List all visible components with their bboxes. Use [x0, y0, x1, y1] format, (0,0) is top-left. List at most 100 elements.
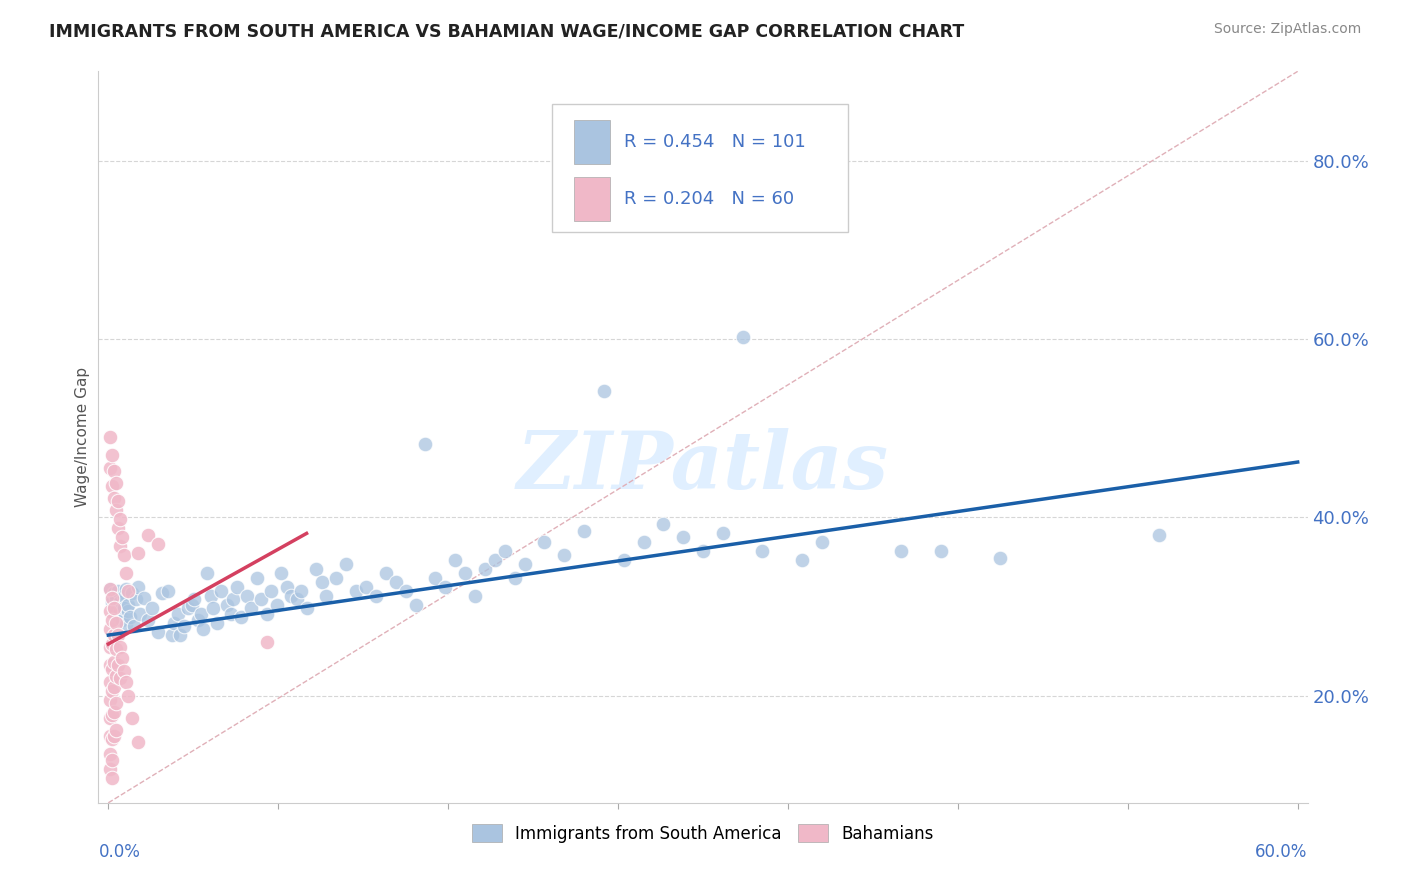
Point — [103, 705, 125, 719]
Point — [811, 535, 834, 549]
Point — [127, 735, 149, 749]
Point — [256, 635, 278, 649]
Point — [103, 628, 125, 642]
Point — [98, 693, 121, 707]
Point — [146, 537, 169, 551]
Point — [103, 601, 125, 615]
Point — [988, 550, 1011, 565]
Point — [731, 330, 754, 344]
Point — [315, 589, 337, 603]
Point — [240, 601, 263, 615]
Point — [105, 615, 128, 630]
Point — [98, 711, 121, 725]
Point — [150, 586, 173, 600]
Point — [101, 595, 124, 609]
Text: R = 0.454   N = 101: R = 0.454 N = 101 — [624, 133, 806, 152]
Point — [98, 582, 121, 596]
Point — [295, 601, 318, 615]
Point — [105, 642, 128, 657]
Point — [193, 622, 215, 636]
Point — [494, 544, 516, 558]
Point — [110, 595, 132, 609]
Point — [169, 628, 191, 642]
FancyBboxPatch shape — [551, 104, 848, 232]
FancyBboxPatch shape — [574, 178, 610, 221]
Point — [112, 548, 135, 562]
Point — [107, 494, 129, 508]
Point — [101, 613, 124, 627]
Point — [110, 671, 132, 685]
Point — [101, 637, 124, 651]
Point — [103, 586, 125, 600]
Text: R = 0.204   N = 60: R = 0.204 N = 60 — [624, 190, 794, 209]
Point — [105, 592, 128, 607]
Point — [117, 689, 139, 703]
Point — [354, 580, 377, 594]
Point — [105, 476, 128, 491]
Point — [200, 589, 222, 603]
Point — [107, 608, 129, 623]
Point — [186, 613, 208, 627]
Text: ZIPatlas: ZIPatlas — [517, 427, 889, 505]
Text: IMMIGRANTS FROM SOUTH AMERICA VS BAHAMIAN WAGE/INCOME GAP CORRELATION CHART: IMMIGRANTS FROM SOUTH AMERICA VS BAHAMIA… — [49, 22, 965, 40]
Point — [98, 604, 121, 618]
Point — [105, 503, 128, 517]
Point — [246, 571, 269, 585]
Point — [176, 601, 198, 615]
Text: 60.0%: 60.0% — [1256, 843, 1308, 861]
Point — [444, 553, 467, 567]
Point — [98, 675, 121, 690]
Point — [484, 553, 506, 567]
Point — [115, 675, 138, 690]
Point — [110, 512, 132, 526]
Point — [553, 548, 575, 562]
Point — [395, 583, 418, 598]
Point — [464, 589, 486, 603]
Point — [117, 604, 139, 618]
Point — [290, 583, 312, 598]
Point — [166, 607, 188, 621]
Point — [222, 592, 245, 607]
Point — [101, 708, 124, 723]
Point — [101, 731, 124, 746]
Point — [112, 589, 135, 603]
Point — [217, 598, 239, 612]
Point — [672, 530, 695, 544]
Point — [110, 604, 132, 618]
Point — [98, 461, 121, 475]
Point — [209, 583, 232, 598]
Point — [111, 599, 134, 614]
Point — [305, 562, 328, 576]
Point — [405, 598, 427, 612]
Point — [103, 464, 125, 478]
Point — [101, 479, 124, 493]
Point — [202, 601, 225, 615]
Point — [132, 591, 155, 605]
Point — [197, 566, 219, 580]
Point — [633, 535, 655, 549]
Point — [103, 655, 125, 669]
Point — [111, 651, 134, 665]
Point — [160, 628, 183, 642]
Point — [98, 622, 121, 636]
Point — [250, 592, 273, 607]
Point — [207, 615, 229, 630]
Point — [121, 711, 143, 725]
Point — [751, 544, 773, 558]
Point — [101, 591, 124, 605]
Point — [146, 624, 169, 639]
Point — [115, 617, 138, 632]
Point — [117, 583, 139, 598]
Point — [103, 491, 125, 505]
Point — [101, 448, 124, 462]
Point — [117, 598, 139, 612]
Point — [98, 762, 121, 776]
Point — [98, 430, 121, 444]
FancyBboxPatch shape — [574, 120, 610, 164]
Point — [127, 580, 149, 594]
Point — [105, 723, 128, 737]
Point — [129, 607, 152, 621]
Point — [652, 517, 675, 532]
Point — [103, 729, 125, 743]
Point — [280, 589, 302, 603]
